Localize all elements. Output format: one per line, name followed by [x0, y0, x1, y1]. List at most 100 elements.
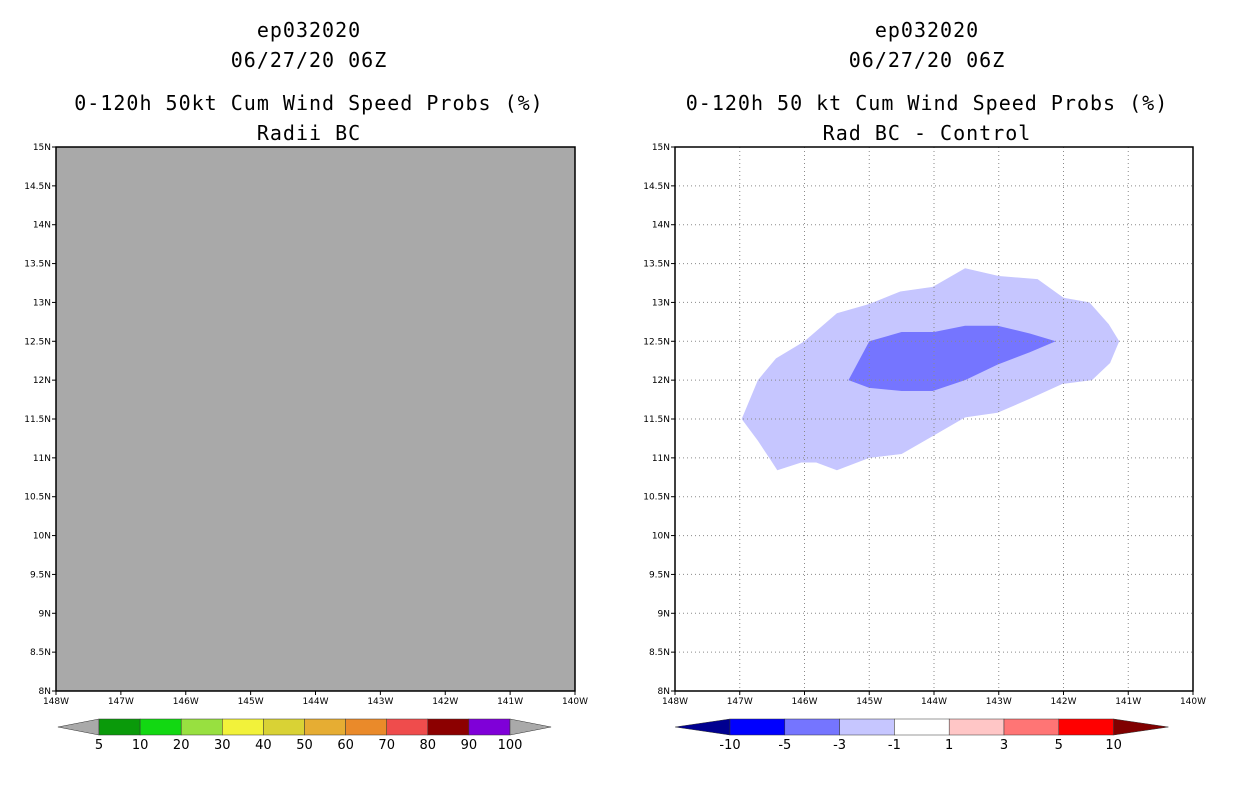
colorbar-label: 5 — [1055, 738, 1063, 753]
colorbar-segment — [948, 718, 1005, 736]
colorbar-label: -10 — [719, 738, 740, 753]
colorbar-segment — [468, 718, 511, 736]
x-tick-label: 140W — [1180, 697, 1206, 707]
colorbar-segment — [1003, 718, 1060, 736]
left-storm-id: ep032020 — [256, 18, 362, 42]
y-tick-label: 12.5N — [24, 337, 51, 347]
left-panel-header: ep032020 06/27/20 06Z — [0, 15, 618, 75]
colorbar-segment — [222, 718, 264, 736]
right-panel-header: ep032020 06/27/20 06Z — [618, 15, 1236, 75]
y-tick-label: 14.5N — [24, 182, 51, 192]
y-tick-label: 15N — [652, 143, 670, 153]
colorbar-arrow-high — [509, 718, 552, 736]
colorbar-segment — [304, 718, 346, 736]
y-tick-label: 9.5N — [30, 570, 51, 580]
y-tick-label: 14N — [33, 221, 51, 231]
y-tick-label: 10N — [652, 532, 670, 542]
rad-bc-minus-control-panel: 8N 8.5N 9N 9.5N 10N 10.5N 11N 11.5N 12N 12.5N 13N 1… — [643, 143, 1206, 753]
colorbar-segment — [139, 718, 182, 736]
y-tick-label: 13N — [652, 298, 670, 308]
y-tick-label: 13N — [33, 298, 51, 308]
y-tick-label: 8N — [658, 687, 670, 697]
colorbar-arrow-low — [675, 718, 731, 736]
y-tick-label: 11.5N — [24, 415, 51, 425]
y-tick-label: 9N — [39, 609, 51, 619]
colorbar-arrow-high — [1113, 718, 1169, 736]
y-tick-label: 13.5N — [24, 260, 51, 270]
y-tick-label: 12N — [33, 376, 51, 386]
y-tick-label: 12N — [652, 376, 670, 386]
colorbar-label: 90 — [461, 738, 478, 753]
radii-bc-panel: 8N 8.5N 9N 9.5N 10N 10.5N 11N 11.5N 12N 12.5N 13N 1… — [24, 143, 588, 753]
x-tick-label: 147W — [727, 697, 753, 707]
x-tick-label: 148W — [662, 697, 688, 707]
right-panel-title: 0-120h 50 kt Cum Wind Speed Probs (%) Ra… — [618, 88, 1236, 148]
x-tick-label: 145W — [238, 697, 264, 707]
x-tick-label: 148W — [43, 697, 69, 707]
colorbar-label: -3 — [833, 738, 846, 753]
y-tick-label: 13.5N — [643, 260, 670, 270]
colorbar-segment — [729, 718, 786, 736]
left-chart-title: 0-120h 50kt Cum Wind Speed Probs (%) — [74, 91, 544, 115]
plot-area — [56, 147, 575, 691]
y-tick-label: 11.5N — [643, 415, 670, 425]
x-tick-label: 144W — [921, 697, 947, 707]
x-tick-label: 147W — [108, 697, 134, 707]
x-tick-label: 146W — [791, 697, 817, 707]
x-tick-label: 145W — [856, 697, 882, 707]
colorbar-label: 80 — [420, 738, 437, 753]
y-tick-label: 8.5N — [649, 648, 670, 658]
x-tick-label: 140W — [562, 697, 588, 707]
colorbar-label: 10 — [132, 738, 149, 753]
y-tick-label: 11N — [33, 454, 51, 464]
contour-fill-1 — [848, 325, 1056, 391]
y-tick-label: 8.5N — [30, 648, 51, 658]
colorbar-label: 30 — [214, 738, 231, 753]
left-panel-title: 0-120h 50kt Cum Wind Speed Probs (%) Rad… — [0, 88, 618, 148]
x-tick-label: 142W — [1050, 697, 1076, 707]
y-tick-label: 10N — [33, 532, 51, 542]
x-tick-label: 143W — [367, 697, 393, 707]
colorbar-label: 5 — [95, 738, 103, 753]
y-tick-label: 14.5N — [643, 182, 670, 192]
colorbar: 5 10 20 30 40 50 60 70 80 90 100 — [57, 718, 552, 753]
colorbar-segment — [839, 718, 895, 736]
colorbar-label: -5 — [778, 738, 791, 753]
left-chart-subtitle: Radii BC — [256, 121, 362, 145]
colorbar-label: 10 — [1105, 738, 1122, 753]
colorbar-segment — [386, 718, 429, 736]
right-storm-id: ep032020 — [874, 18, 980, 42]
y-tick-label: 10.5N — [24, 493, 51, 503]
colorbar-segment — [1058, 718, 1114, 736]
right-chart-title: 0-120h 50 kt Cum Wind Speed Probs (%) — [685, 91, 1169, 115]
colorbar-segment — [345, 718, 387, 736]
colorbar-segment — [784, 718, 840, 736]
colorbar-segment — [98, 718, 141, 736]
y-tick-label: 10.5N — [643, 493, 670, 503]
colorbar-label: 70 — [378, 738, 395, 753]
colorbar-segment — [427, 718, 470, 736]
colorbar: -10 -5 -3 -1 1 3 5 10 — [675, 718, 1169, 753]
y-tick-label: 8N — [39, 687, 51, 697]
right-chart-subtitle: Rad BC - Control — [822, 121, 1032, 145]
colorbar-label: -1 — [888, 738, 901, 753]
colorbar-label: 40 — [255, 738, 272, 753]
colorbar-segment — [894, 718, 950, 736]
colorbar-label: 1 — [945, 738, 953, 753]
y-tick-label: 11N — [652, 454, 670, 464]
colorbar-segment — [263, 718, 305, 736]
y-tick-label: 9.5N — [649, 570, 670, 580]
x-tick-label: 144W — [302, 697, 328, 707]
y-tick-label: 9N — [658, 609, 670, 619]
colorbar-label: 50 — [296, 738, 313, 753]
left-datetime: 06/27/20 06Z — [230, 48, 388, 72]
right-datetime: 06/27/20 06Z — [848, 48, 1006, 72]
x-tick-label: 143W — [986, 697, 1012, 707]
x-tick-label: 141W — [497, 697, 523, 707]
colorbar-label: 60 — [337, 738, 354, 753]
colorbar-segment — [180, 718, 223, 736]
colorbar-label: 20 — [173, 738, 190, 753]
y-tick-label: 14N — [652, 221, 670, 231]
colorbar-label: 3 — [1000, 738, 1008, 753]
